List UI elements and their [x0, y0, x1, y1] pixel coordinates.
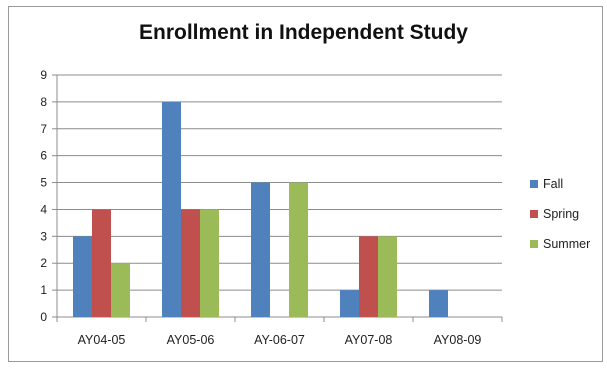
y-tick-label: 2: [40, 256, 47, 270]
y-tick-label: 6: [40, 149, 47, 163]
legend-swatch-summer: [530, 240, 538, 248]
y-tick-label: 4: [40, 202, 47, 216]
legend-swatch-spring: [530, 210, 538, 218]
y-tick-label: 0: [40, 310, 47, 324]
y-tick-label: 9: [40, 68, 47, 82]
bar-summer-ay05-06: [200, 209, 219, 317]
bar-fall-ay-06-07: [251, 182, 270, 317]
bars: [73, 101, 448, 317]
bar-spring-ay07-08: [359, 236, 378, 317]
x-tick-label: AY07-08: [345, 333, 393, 347]
bar-summer-ay04-05: [111, 263, 130, 317]
x-tick-label: AY05-06: [167, 333, 215, 347]
legend-swatch-fall: [530, 180, 538, 188]
legend-label-spring: Spring: [543, 207, 579, 221]
x-tick-label: AY08-09: [434, 333, 482, 347]
bar-fall-ay08-09: [429, 290, 448, 317]
x-tick-label: AY04-05: [78, 333, 126, 347]
bar-summer-ay07-08: [378, 236, 397, 317]
y-tick-label: 7: [40, 122, 47, 136]
bar-summer-ay-06-07: [289, 182, 308, 317]
x-tick-label: AY-06-07: [254, 333, 305, 347]
legend-label-summer: Summer: [543, 237, 590, 251]
bar-fall-ay07-08: [340, 290, 359, 317]
bar-spring-ay05-06: [181, 209, 200, 317]
y-tick-labels: 0 1 2 3 4 5 6 7 8 9: [40, 68, 47, 324]
chart-title: Enrollment in Independent Study: [138, 21, 468, 44]
y-tick-label: 1: [40, 283, 47, 297]
legend-label-fall: Fall: [543, 177, 563, 191]
axes: [52, 74, 503, 322]
y-tick-label: 3: [40, 229, 47, 243]
x-tick-labels: AY04-05 AY05-06 AY-06-07 AY07-08 AY08-09: [78, 333, 482, 347]
y-tick-label: 5: [40, 176, 47, 190]
legend: Fall Spring Summer: [530, 177, 590, 251]
bar-fall-ay04-05: [73, 236, 92, 317]
bar-fall-ay05-06: [162, 101, 181, 317]
y-tick-label: 8: [40, 95, 47, 109]
gridlines: [57, 74, 502, 291]
bar-spring-ay04-05: [92, 209, 111, 317]
